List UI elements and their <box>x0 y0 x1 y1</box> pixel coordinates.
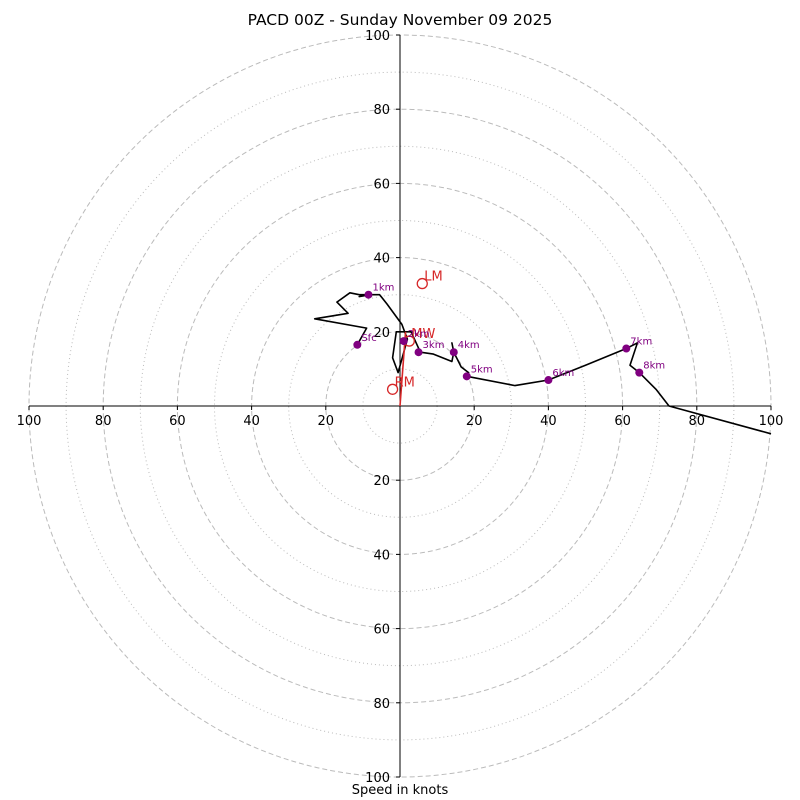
height-label-7km: 7km <box>630 336 652 347</box>
height-marker-sfc <box>353 340 362 349</box>
height-label-8km: 8km <box>643 361 665 372</box>
height-label-2km: 2km <box>408 329 430 340</box>
y-tick-label: 80 <box>373 697 390 712</box>
x-tick-label: 40 <box>243 414 260 429</box>
x-tick-label: 20 <box>466 414 483 429</box>
mw-label: MW <box>411 327 435 342</box>
height-marker-8km <box>635 368 644 377</box>
height-marker-1km <box>364 290 373 299</box>
lm-marker <box>416 277 428 290</box>
x-tick-label: 100 <box>17 414 42 429</box>
height-label-6km: 6km <box>552 368 574 379</box>
y-tick-label: 20 <box>373 326 390 341</box>
height-marker-3km <box>414 348 423 357</box>
hodograph-line <box>313 291 772 435</box>
x-tick-label: 80 <box>95 414 112 429</box>
x-tick-label: 20 <box>318 414 335 429</box>
height-marker-7km <box>622 344 631 353</box>
height-marker-2km <box>399 337 408 346</box>
rm-marker <box>386 383 399 395</box>
y-tick-label: 100 <box>365 29 390 44</box>
tick-labels: 100 100 80 80 60 60 40 40 20 20 20 20 40 40 60 60 80 80 10… <box>17 29 784 786</box>
y-tick-label: 20 <box>373 474 390 489</box>
height-label-3km: 3km <box>423 340 445 351</box>
y-tick-label: 60 <box>373 623 390 638</box>
y-tick-label: 40 <box>373 252 390 267</box>
x-tick-label: 100 <box>759 414 784 429</box>
chart-title: PACD 00Z - Sunday November 09 2025 <box>247 11 553 29</box>
y-tick-label: 40 <box>373 548 390 563</box>
height-label-4km: 4km <box>458 340 480 351</box>
rm-label: RM <box>395 375 415 390</box>
y-tick-label: 80 <box>373 103 390 118</box>
height-marker-5km <box>462 372 471 381</box>
x-tick-label: 60 <box>614 414 631 429</box>
x-axis-label: Speed in knots <box>351 783 449 798</box>
height-marker-4km <box>449 348 458 357</box>
y-tick-label: 60 <box>373 177 390 192</box>
height-label-sfc: Sfc <box>361 333 376 344</box>
height-label-1km: 1km <box>372 283 394 294</box>
x-tick-label: 60 <box>169 414 186 429</box>
height-label-5km: 5km <box>471 364 493 375</box>
x-tick-label: 40 <box>540 414 557 429</box>
y-tick-label: 100 <box>365 771 390 786</box>
x-tick-label: 80 <box>689 414 706 429</box>
height-marker-6km <box>544 376 553 385</box>
hodograph-trace-group <box>313 291 772 435</box>
lm-label: LM <box>424 270 442 285</box>
